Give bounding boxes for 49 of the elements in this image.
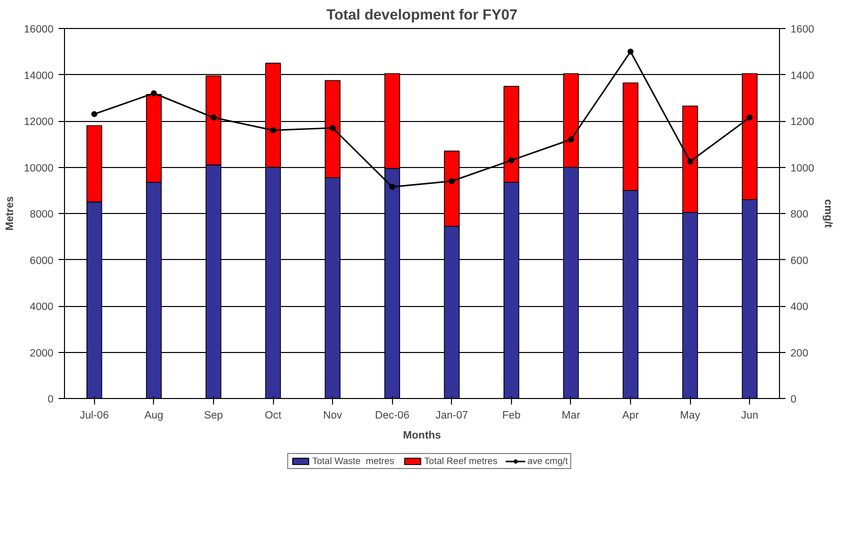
x-tick-label: Apr xyxy=(622,410,640,422)
point xyxy=(150,90,157,96)
x-tick-label: May xyxy=(680,410,701,422)
y-tick-label: 10000 xyxy=(24,162,54,174)
x-tick-label: Nov xyxy=(323,410,343,422)
y-axis-title: Metres xyxy=(4,196,16,231)
y2-tick-label: 400 xyxy=(790,301,808,313)
y2-tick-label: 0 xyxy=(790,394,796,406)
y2-tick-label: 1400 xyxy=(790,70,814,82)
point xyxy=(330,124,336,131)
y-tick-label: 0 xyxy=(48,394,54,406)
point xyxy=(746,114,753,121)
point xyxy=(687,158,694,164)
y-tick-label: 8000 xyxy=(30,208,54,220)
y-tick-label: 4000 xyxy=(30,301,54,313)
y2-tick-label: 1200 xyxy=(790,116,814,128)
y2-tick-label: 600 xyxy=(790,254,808,267)
y2-tick-label: 800 xyxy=(790,208,808,220)
x-tick-label: Oct xyxy=(264,410,282,422)
point xyxy=(91,111,98,118)
y-tick-label: 16000 xyxy=(24,24,54,36)
point xyxy=(628,48,634,55)
point xyxy=(448,178,455,184)
y2-axis-title: cmg/t xyxy=(822,199,834,228)
point xyxy=(568,136,574,142)
legend-label: Total Waste metres xyxy=(312,456,394,466)
x-tick-label: Jun xyxy=(741,410,758,422)
legend-label: Total Reef metres xyxy=(424,456,498,466)
y-tick-label: 2000 xyxy=(30,347,54,360)
point xyxy=(389,184,396,190)
x-tick-label: Sep xyxy=(204,410,224,422)
x-tick-label: Jan-07 xyxy=(436,410,468,422)
y2-tick-label: 1600 xyxy=(790,24,814,36)
point xyxy=(508,157,514,164)
x-tick-label: Dec-06 xyxy=(375,410,410,422)
point xyxy=(210,114,216,121)
x-tick-label: Aug xyxy=(144,410,164,422)
x-tick-label: Feb xyxy=(502,410,521,422)
x-tick-label: Jul-06 xyxy=(80,410,109,422)
x-axis-title: Months xyxy=(403,430,442,442)
legend-label: ave cmg/t xyxy=(527,456,568,466)
x-tick-label: Mar xyxy=(562,410,581,422)
y-tick-label: 12000 xyxy=(24,116,54,128)
y2-tick-label: 1000 xyxy=(790,162,814,174)
point xyxy=(270,127,276,134)
chart-title: Total development for FY07 xyxy=(326,8,518,24)
y2-tick-label: 200 xyxy=(790,347,808,360)
y-tick-label: 6000 xyxy=(30,254,54,267)
y-tick-label: 14000 xyxy=(24,70,54,82)
